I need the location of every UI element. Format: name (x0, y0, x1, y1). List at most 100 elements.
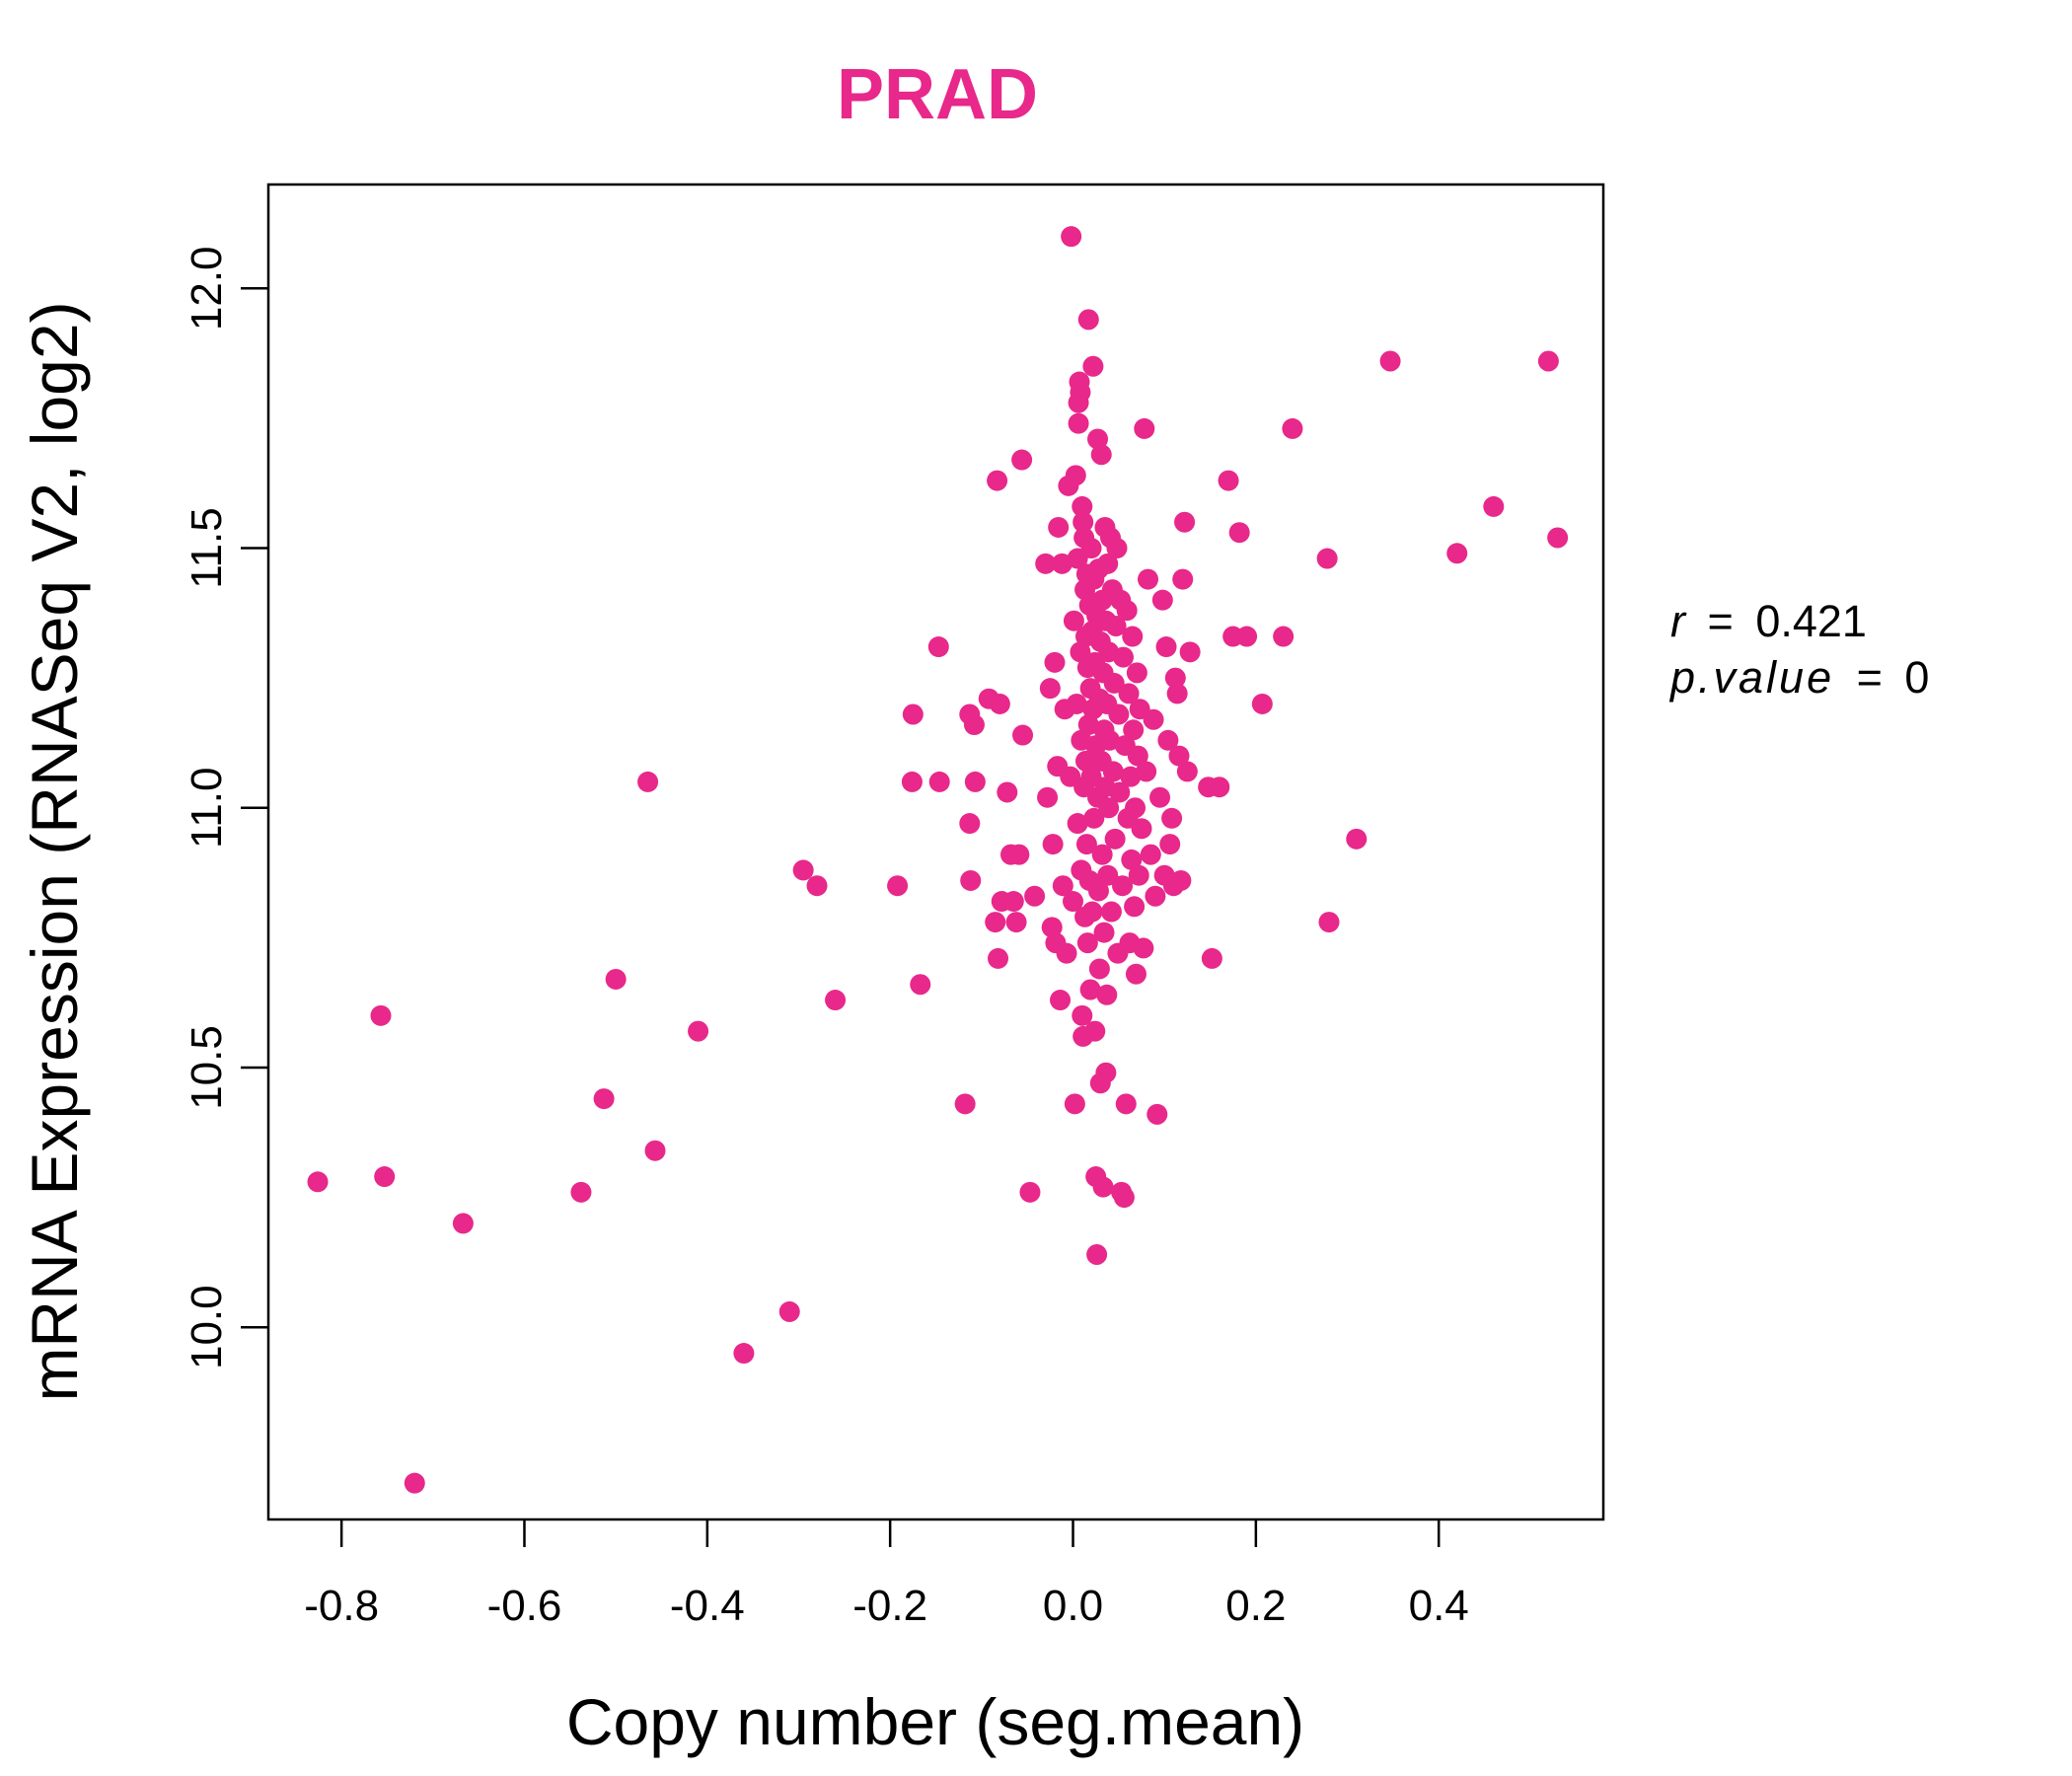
data-point (1091, 844, 1113, 865)
data-point (452, 1213, 474, 1234)
data-point (1075, 834, 1097, 855)
data-point (1024, 885, 1046, 907)
data-point (688, 1020, 709, 1042)
data-point (1123, 719, 1145, 741)
data-point (1070, 641, 1091, 663)
data-point (960, 869, 982, 891)
data-point (1170, 869, 1192, 891)
data-point (1273, 626, 1295, 647)
data-point (1109, 781, 1131, 803)
data-point (1048, 516, 1070, 538)
data-point (806, 875, 828, 897)
data-point (1051, 553, 1073, 574)
data-point (1064, 1093, 1085, 1115)
data-point (1056, 942, 1077, 964)
data-point (1092, 1176, 1114, 1198)
data-point (1104, 828, 1126, 850)
data-point (1041, 917, 1063, 938)
data-point (1218, 470, 1239, 491)
data-point (1063, 891, 1084, 913)
data-point (1133, 937, 1154, 959)
data-point (963, 714, 985, 736)
data-point (1012, 724, 1034, 746)
data-point (1093, 922, 1115, 943)
data-point (1125, 963, 1147, 985)
data-point (1164, 667, 1186, 689)
data-point (1019, 1181, 1041, 1203)
data-point (1137, 568, 1158, 590)
data-point (1103, 672, 1125, 694)
y-axis-label: mRNA Expression (RNASeq V2, log2) (18, 301, 91, 1401)
data-point (1072, 1004, 1093, 1026)
x-tick-label: -0.2 (852, 1582, 927, 1630)
data-point (1039, 678, 1061, 700)
data-point (1157, 729, 1179, 751)
data-point (1068, 412, 1089, 434)
y-tick-label: 10.5 (183, 1025, 231, 1110)
plot-frame (266, 183, 1605, 1521)
data-point (1098, 797, 1120, 819)
data-point (1106, 538, 1128, 559)
data-point (1080, 538, 1102, 559)
data-point (1113, 1187, 1135, 1209)
data-point (954, 1093, 976, 1115)
y-axis: 10.0 10.5 11.0 11.5 12.0 (183, 246, 268, 1369)
r-value: 0.421 (1755, 596, 1867, 646)
data-point (1072, 495, 1093, 517)
data-point (644, 1140, 666, 1161)
data-point (1172, 568, 1194, 590)
data-point (1073, 511, 1094, 533)
r-label: r (1670, 596, 1687, 646)
data-point (1316, 548, 1338, 569)
data-point (1002, 891, 1024, 913)
data-point (1159, 834, 1181, 855)
data-point (1143, 708, 1164, 730)
data-point (1547, 527, 1569, 549)
data-point (1131, 818, 1152, 840)
data-point (1079, 979, 1101, 1000)
data-point (1228, 522, 1250, 544)
data-point (964, 771, 986, 792)
data-point (1061, 226, 1082, 248)
data-point (792, 859, 814, 881)
data-point (1118, 683, 1140, 704)
data-point (987, 470, 1008, 491)
data-point (1125, 797, 1147, 819)
data-point (1134, 417, 1155, 439)
data-point (1097, 864, 1119, 886)
data-point (1099, 729, 1121, 751)
data-point (1127, 745, 1148, 767)
data-point (1074, 750, 1096, 772)
data-point (1084, 1020, 1106, 1042)
data-point (1037, 786, 1059, 808)
x-axis-label: Copy number (seg.mean) (566, 1685, 1304, 1758)
data-point (1097, 553, 1119, 574)
y-tick-label: 10.0 (183, 1285, 231, 1369)
data-point (1081, 901, 1103, 923)
data-point (307, 1171, 329, 1193)
data-point (1151, 589, 1173, 611)
r-stat: r = 0.421 (1670, 596, 1867, 646)
data-point (988, 947, 1009, 969)
data-point (1070, 382, 1091, 404)
data-point (1537, 350, 1559, 372)
data-point (1108, 703, 1130, 725)
correlation-stats: r = 0.421 p.value = 0 (1668, 596, 1929, 703)
data-point (985, 912, 1006, 933)
data-point (1105, 615, 1127, 636)
data-point (1136, 761, 1157, 782)
data-point (1168, 745, 1190, 767)
data-point (1096, 984, 1118, 1005)
data-point (404, 1472, 425, 1494)
data-point (1112, 646, 1134, 668)
data-point (1379, 350, 1401, 372)
data-point (1035, 553, 1057, 574)
data-point (1128, 864, 1149, 886)
data-point (1077, 309, 1099, 331)
data-point (1065, 465, 1086, 486)
y-tick-label: 11.0 (183, 768, 231, 849)
data-point (1209, 777, 1230, 798)
p-value-label: p.value (1668, 652, 1834, 703)
data-point (1236, 626, 1258, 647)
